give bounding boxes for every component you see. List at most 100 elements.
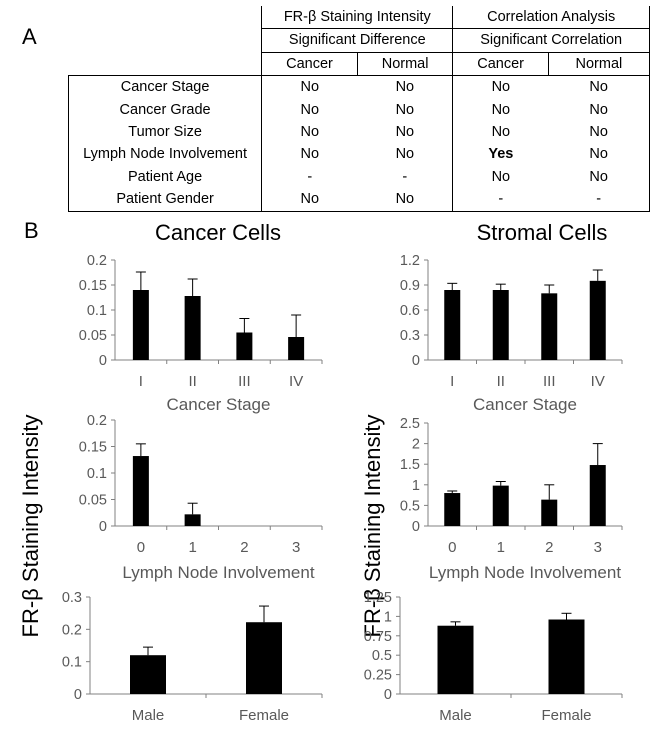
row-label: Patient Gender bbox=[67, 188, 262, 212]
y-tick-label: 0 bbox=[74, 687, 82, 703]
bar bbox=[184, 514, 201, 526]
y-tick-label: 0.2 bbox=[62, 622, 82, 638]
x-tick-label: II bbox=[497, 373, 505, 390]
x-tick-label: Male bbox=[439, 707, 472, 724]
y-tick-label: 0 bbox=[99, 353, 107, 369]
title-stromal-cells: Stromal Cells bbox=[476, 220, 608, 245]
y-tick-label: 0.75 bbox=[364, 629, 392, 645]
y-tick-label: 0.9 bbox=[400, 278, 420, 294]
table-cell: - bbox=[548, 188, 650, 212]
table-row: Cancer Stage No No No No bbox=[67, 75, 650, 99]
bar bbox=[130, 655, 166, 694]
table-cell: No bbox=[357, 75, 453, 99]
y-tick-label: 0.3 bbox=[400, 328, 420, 344]
y-tick-label: 0.2 bbox=[87, 253, 107, 269]
y-tick-label: 2.5 bbox=[400, 416, 420, 432]
table-row: Cancer Grade No No No No bbox=[67, 98, 650, 122]
table-cell: No bbox=[548, 121, 650, 144]
table-row: Tumor Size No No No No bbox=[67, 121, 650, 144]
table-cell: No bbox=[357, 188, 453, 212]
bar bbox=[184, 296, 201, 360]
x-tick-label: I bbox=[139, 373, 143, 390]
x-tick-label: 3 bbox=[292, 539, 300, 556]
x-axis-label: Cancer Stage bbox=[167, 395, 271, 414]
bar bbox=[492, 290, 509, 360]
x-tick-label: 3 bbox=[594, 539, 602, 556]
x-tick-label: Female bbox=[541, 707, 591, 724]
table-cell: No bbox=[261, 121, 358, 144]
panel-a-label: A bbox=[22, 24, 37, 49]
x-tick-label: 2 bbox=[545, 539, 553, 556]
bar bbox=[288, 337, 305, 360]
table-cell: No bbox=[452, 121, 549, 144]
results-table: FR-β Staining Intensity Correlation Anal… bbox=[67, 6, 650, 212]
y-tick-label: 0.15 bbox=[79, 278, 107, 294]
y-tick-label: 0.1 bbox=[87, 303, 107, 319]
x-tick-label: 0 bbox=[448, 539, 456, 556]
row-label: Tumor Size bbox=[67, 121, 262, 144]
row-label: Cancer Stage bbox=[67, 75, 262, 99]
bar bbox=[541, 499, 558, 526]
y-tick-label: 0.05 bbox=[79, 328, 107, 344]
table-cell: No bbox=[548, 98, 650, 122]
table-row: Patient Gender No No - - bbox=[67, 188, 650, 212]
y-tick-label: 1.25 bbox=[364, 590, 392, 606]
bar bbox=[132, 290, 149, 360]
x-tick-label: IV bbox=[591, 373, 605, 390]
y-tick-label: 1.2 bbox=[400, 253, 420, 269]
table-cell: No bbox=[395, 101, 415, 118]
table-cell: No bbox=[548, 165, 650, 189]
x-tick-label: Male bbox=[132, 707, 165, 724]
table-cell: No bbox=[548, 143, 650, 166]
y-tick-label: 0.1 bbox=[62, 655, 82, 671]
col-header-normal-1: Normal bbox=[356, 52, 453, 76]
bar bbox=[132, 456, 149, 526]
table-cell: No bbox=[452, 98, 549, 122]
table-row: Lymph Node Involvement No No Yes No bbox=[67, 143, 650, 166]
row-label: Cancer Grade bbox=[67, 98, 262, 122]
y-tick-label: 0.6 bbox=[400, 303, 420, 319]
title-cancer-cells: Cancer Cells bbox=[155, 220, 281, 245]
y-tick-label: 1 bbox=[384, 609, 392, 625]
x-tick-label: I bbox=[450, 373, 454, 390]
bar bbox=[589, 465, 606, 526]
x-tick-label: 2 bbox=[240, 539, 248, 556]
sub-header-correlation: Significant Correlation bbox=[452, 28, 650, 53]
x-tick-label: Female bbox=[239, 707, 289, 724]
table-cell: No bbox=[452, 165, 549, 189]
y-tick-label: 0.2 bbox=[87, 413, 107, 429]
y-tick-label: 0 bbox=[412, 519, 420, 535]
bar bbox=[246, 622, 282, 694]
table-cell: - bbox=[261, 165, 358, 189]
table-cell: No bbox=[395, 124, 415, 141]
col-header-cancer-2: Cancer bbox=[452, 52, 549, 76]
x-tick-label: 1 bbox=[497, 539, 505, 556]
y-tick-label: 1.5 bbox=[400, 457, 420, 473]
group-header-correlation: Correlation Analysis bbox=[452, 6, 650, 30]
table-cell: - bbox=[452, 188, 549, 212]
x-axis-label: Cancer Stage bbox=[473, 395, 577, 414]
x-tick-label: 1 bbox=[188, 539, 196, 556]
table-cell: No bbox=[261, 143, 358, 166]
y-tick-label: 0.5 bbox=[372, 648, 392, 664]
y-tick-label: 0.5 bbox=[400, 498, 420, 514]
x-tick-label: 0 bbox=[137, 539, 145, 556]
y-tick-label: 2 bbox=[412, 437, 420, 453]
table-row: Patient Age - - No No bbox=[67, 165, 650, 189]
y-tick-label: 0 bbox=[412, 353, 420, 369]
x-tick-label: III bbox=[543, 373, 556, 390]
table-cell: No bbox=[452, 75, 549, 99]
x-axis-label: Lymph Node Involvement bbox=[429, 563, 621, 582]
table-cell: No bbox=[261, 75, 358, 99]
x-tick-label: III bbox=[238, 373, 251, 390]
table-cell: No bbox=[261, 98, 358, 122]
y-tick-label: 0.3 bbox=[62, 590, 82, 606]
table-cell: No bbox=[395, 146, 415, 163]
row-label: Lymph Node Involvement bbox=[67, 143, 262, 166]
y-tick-label: 0.25 bbox=[364, 668, 392, 684]
y-tick-label: 0 bbox=[99, 519, 107, 535]
sub-header-difference: Significant Difference bbox=[261, 28, 453, 53]
bar bbox=[589, 280, 606, 360]
x-tick-label: II bbox=[188, 373, 196, 390]
x-axis-label: Lymph Node Involvement bbox=[122, 563, 314, 582]
